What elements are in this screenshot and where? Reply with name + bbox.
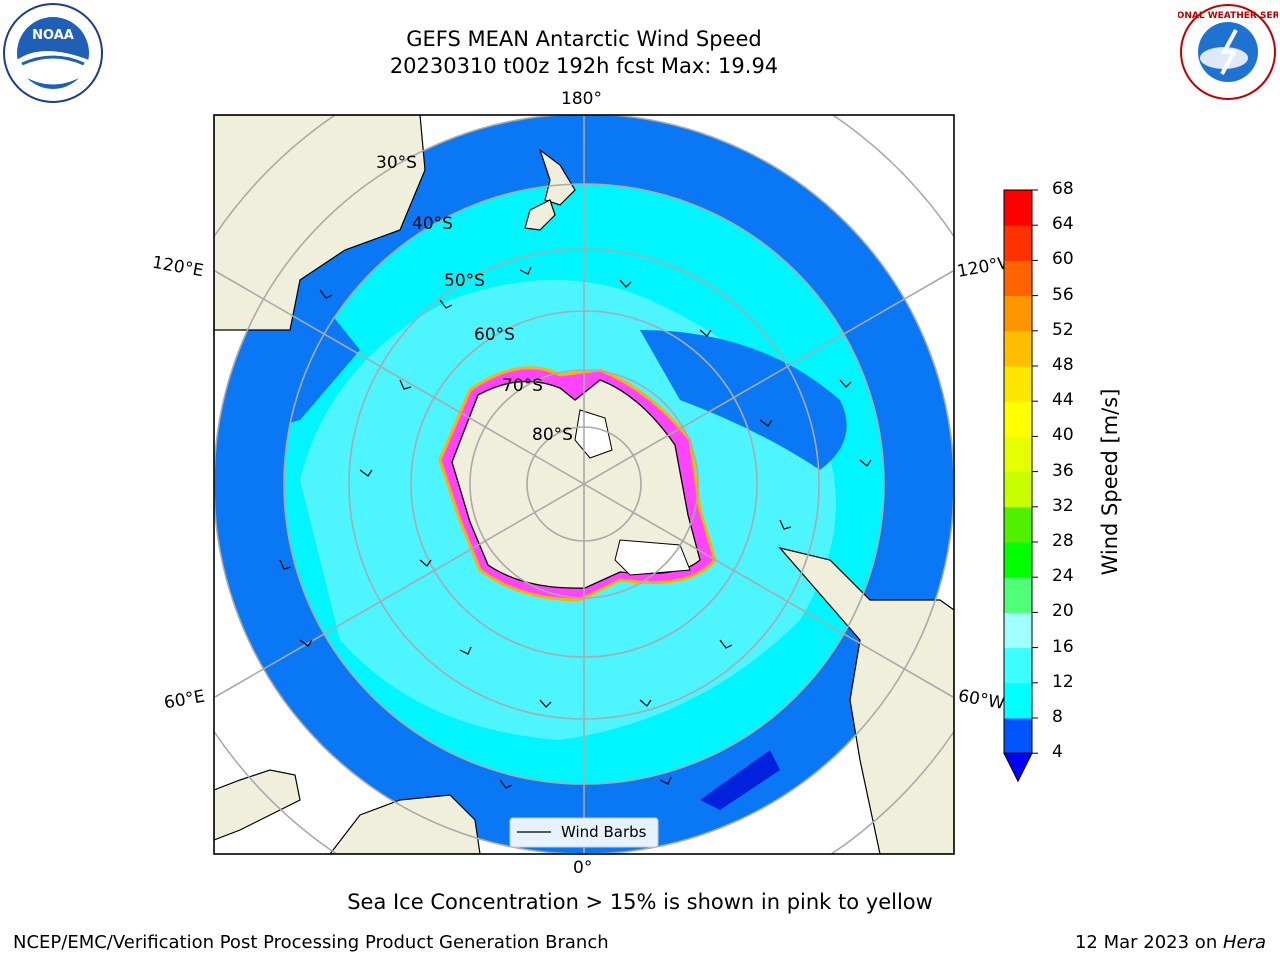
sea-ice-caption: Sea Ice Concentration > 15% is shown in … [347,890,933,914]
footer-branch: NCEP/EMC/Verification Post Processing Pr… [13,932,609,953]
noaa-logo-icon: NOAA [3,3,103,103]
colorbar-tick-label: 28 [1052,531,1074,551]
colorbar [1003,189,1038,783]
colorbar-tick-label: 16 [1052,636,1074,657]
colorbar-tick-label: 56 [1052,284,1074,305]
colorbar-label: Wind Speed [m/s] [1098,388,1122,576]
colorbar-tick-label: 8 [1052,707,1063,727]
colorbar-tick-label: 68 [1052,179,1074,199]
lat-label-50s: 50°S [444,271,485,291]
lon-label-180: 180° [561,89,602,109]
lat-label-40s: 40°S [412,214,453,234]
colorbar-segment [1004,366,1032,402]
lat-label-80s: 80°S [532,425,573,445]
noaa-logo-text: NOAA [32,28,74,43]
lat-label-70s: 70°S [502,376,543,396]
colorbar-segment [1004,647,1032,684]
colorbar-segment [1004,260,1032,297]
colorbar-segment [1004,612,1032,649]
ice-shelf-white [614,539,691,576]
colorbar-segment [1004,190,1032,226]
map-frame [213,114,955,855]
lon-label-0: 0° [573,858,593,878]
colorbar-segment [1004,718,1032,754]
wind-barbs-legend: Wind Barbs [509,817,659,848]
colorbar-tick-label: 12 [1052,671,1074,692]
legend-label: Wind Barbs [561,823,647,841]
colorbar-tick-label: 32 [1052,495,1074,516]
colorbar-segment [1004,506,1032,543]
colorbar-segment [1004,577,1032,613]
chart-title: GEFS MEAN Antarctic Wind Speed [406,27,762,51]
colorbar-extend-arrow [1003,752,1033,783]
colorbar-tick-label: 4 [1052,742,1063,763]
footer-date: 12 Mar 2023 on Hera [1075,932,1266,953]
colorbar-tick-label: 36 [1052,460,1074,481]
lat-label-60s: 60°S [474,325,515,345]
colorbar-segment [1004,225,1032,261]
colorbar-segment [1004,401,1032,437]
colorbar-segment [1004,471,1032,508]
colorbar-tick-label: 52 [1052,319,1074,340]
nws-logo-icon: NATIONAL WEATHER SERVICE [1178,4,1278,100]
footer-machine: Hera [1222,932,1266,953]
colorbar-tick-label: 60 [1052,249,1074,270]
wind-barbs [279,266,872,789]
colorbar-segment [1004,436,1032,473]
chart-subtitle: 20230310 t00z 192h fcst Max: 19.94 [389,54,779,78]
colorbar-tick-label: 20 [1052,601,1074,622]
antarctica [451,379,701,589]
colorbar-segment [1004,330,1032,367]
colorbar-segment [1004,542,1032,578]
lat-label-30s: 30°S [376,153,417,173]
colorbar-tick-label: 40 [1052,425,1074,446]
nws-logo-text: NATIONAL WEATHER SERVICE [1178,11,1278,21]
colorbar-segment [1004,295,1032,332]
graticule [214,115,954,854]
colorbar-segment [1004,682,1032,719]
colorbar-tick-label: 64 [1052,214,1074,235]
footer-date-text: 12 Mar 2023 on [1074,932,1223,953]
colorbar-tick-label: 44 [1052,390,1074,411]
colorbar-tick-label: 48 [1052,355,1074,375]
colorbar-tick-label: 24 [1052,566,1074,587]
